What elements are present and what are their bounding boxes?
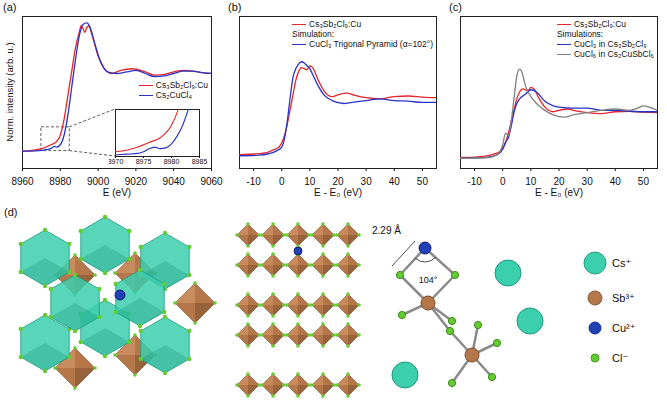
html-text:Cs₂CuCl₄: Cs₂CuCl₄	[155, 90, 192, 100]
html-text:Cs₃Sb₂Cl₉:Cu: Cs₃Sb₂Cl₉:Cu	[309, 19, 362, 29]
svg-text:10: 10	[525, 176, 537, 187]
svg-text:50: 50	[638, 176, 650, 187]
svg-text:40: 40	[610, 176, 622, 187]
svg-text:-10: -10	[467, 176, 482, 187]
svg-text:E (eV): E (eV)	[103, 187, 131, 198]
html-text:Simulation:: Simulation:	[292, 29, 335, 39]
svg-text:Cu²⁺: Cu²⁺	[612, 322, 636, 334]
html-text:(a): (a)	[3, 1, 17, 13]
svg-text:104°: 104°	[419, 275, 438, 285]
svg-text:40: 40	[389, 176, 401, 187]
svg-text:E - E₀ (eV): E - E₀ (eV)	[314, 187, 362, 198]
svg-text:(d): (d)	[4, 206, 17, 218]
svg-text:8980: 8980	[49, 176, 72, 187]
svg-text:2.29 Å: 2.29 Å	[372, 224, 401, 236]
svg-text:0: 0	[279, 176, 285, 187]
svg-text:10: 10	[304, 176, 316, 187]
svg-text:Cs⁺: Cs⁺	[612, 257, 631, 269]
svg-text:9060: 9060	[200, 176, 223, 187]
html-text:(b): (b)	[228, 1, 242, 13]
svg-text:30: 30	[582, 176, 594, 187]
svg-text:30: 30	[361, 176, 373, 187]
svg-text:50: 50	[417, 176, 429, 187]
svg-text:8960: 8960	[11, 176, 34, 187]
html-text:Cs₃Sb₂Cl₉:Cu: Cs₃Sb₂Cl₉:Cu	[573, 19, 627, 29]
svg-text:E - E₀ (eV): E - E₀ (eV)	[535, 187, 583, 198]
html-text:(c): (c)	[449, 1, 462, 13]
html-text:Cs₃Sb₂Cl₉:Cu: Cs₃Sb₂Cl₉:Cu	[155, 80, 208, 90]
svg-text:9020: 9020	[125, 176, 148, 187]
svg-text:Sb³⁺: Sb³⁺	[612, 292, 635, 304]
html-text:Simulations:: Simulations:	[556, 29, 604, 39]
svg-text:8970: 8970	[109, 158, 123, 165]
svg-text:9000: 9000	[87, 176, 110, 187]
html-text:CuCl₆ in Cs₂CuSbCl₆: CuCl₆ in Cs₂CuSbCl₆	[573, 49, 654, 59]
html-text:CuCl₃ in Cs₃Sb₂Cl₉: CuCl₃ in Cs₃Sb₂Cl₉	[573, 39, 647, 49]
svg-text:20: 20	[553, 176, 565, 187]
svg-text:8980: 8980	[164, 158, 180, 165]
svg-text:20: 20	[332, 176, 344, 187]
svg-text:9040: 9040	[163, 176, 186, 187]
svg-text:-10: -10	[246, 176, 261, 187]
html-text:Norm. intensity (arb. u.): Norm. intensity (arb. u.)	[3, 42, 15, 142]
svg-text:Cl⁻: Cl⁻	[612, 352, 628, 364]
svg-text:8975: 8975	[136, 158, 152, 165]
svg-text:0: 0	[500, 176, 506, 187]
html-text:CuCl₃ Trigonal Pyramid (α=102°: CuCl₃ Trigonal Pyramid (α=102°)	[309, 39, 433, 49]
svg-text:8985: 8985	[192, 158, 208, 165]
